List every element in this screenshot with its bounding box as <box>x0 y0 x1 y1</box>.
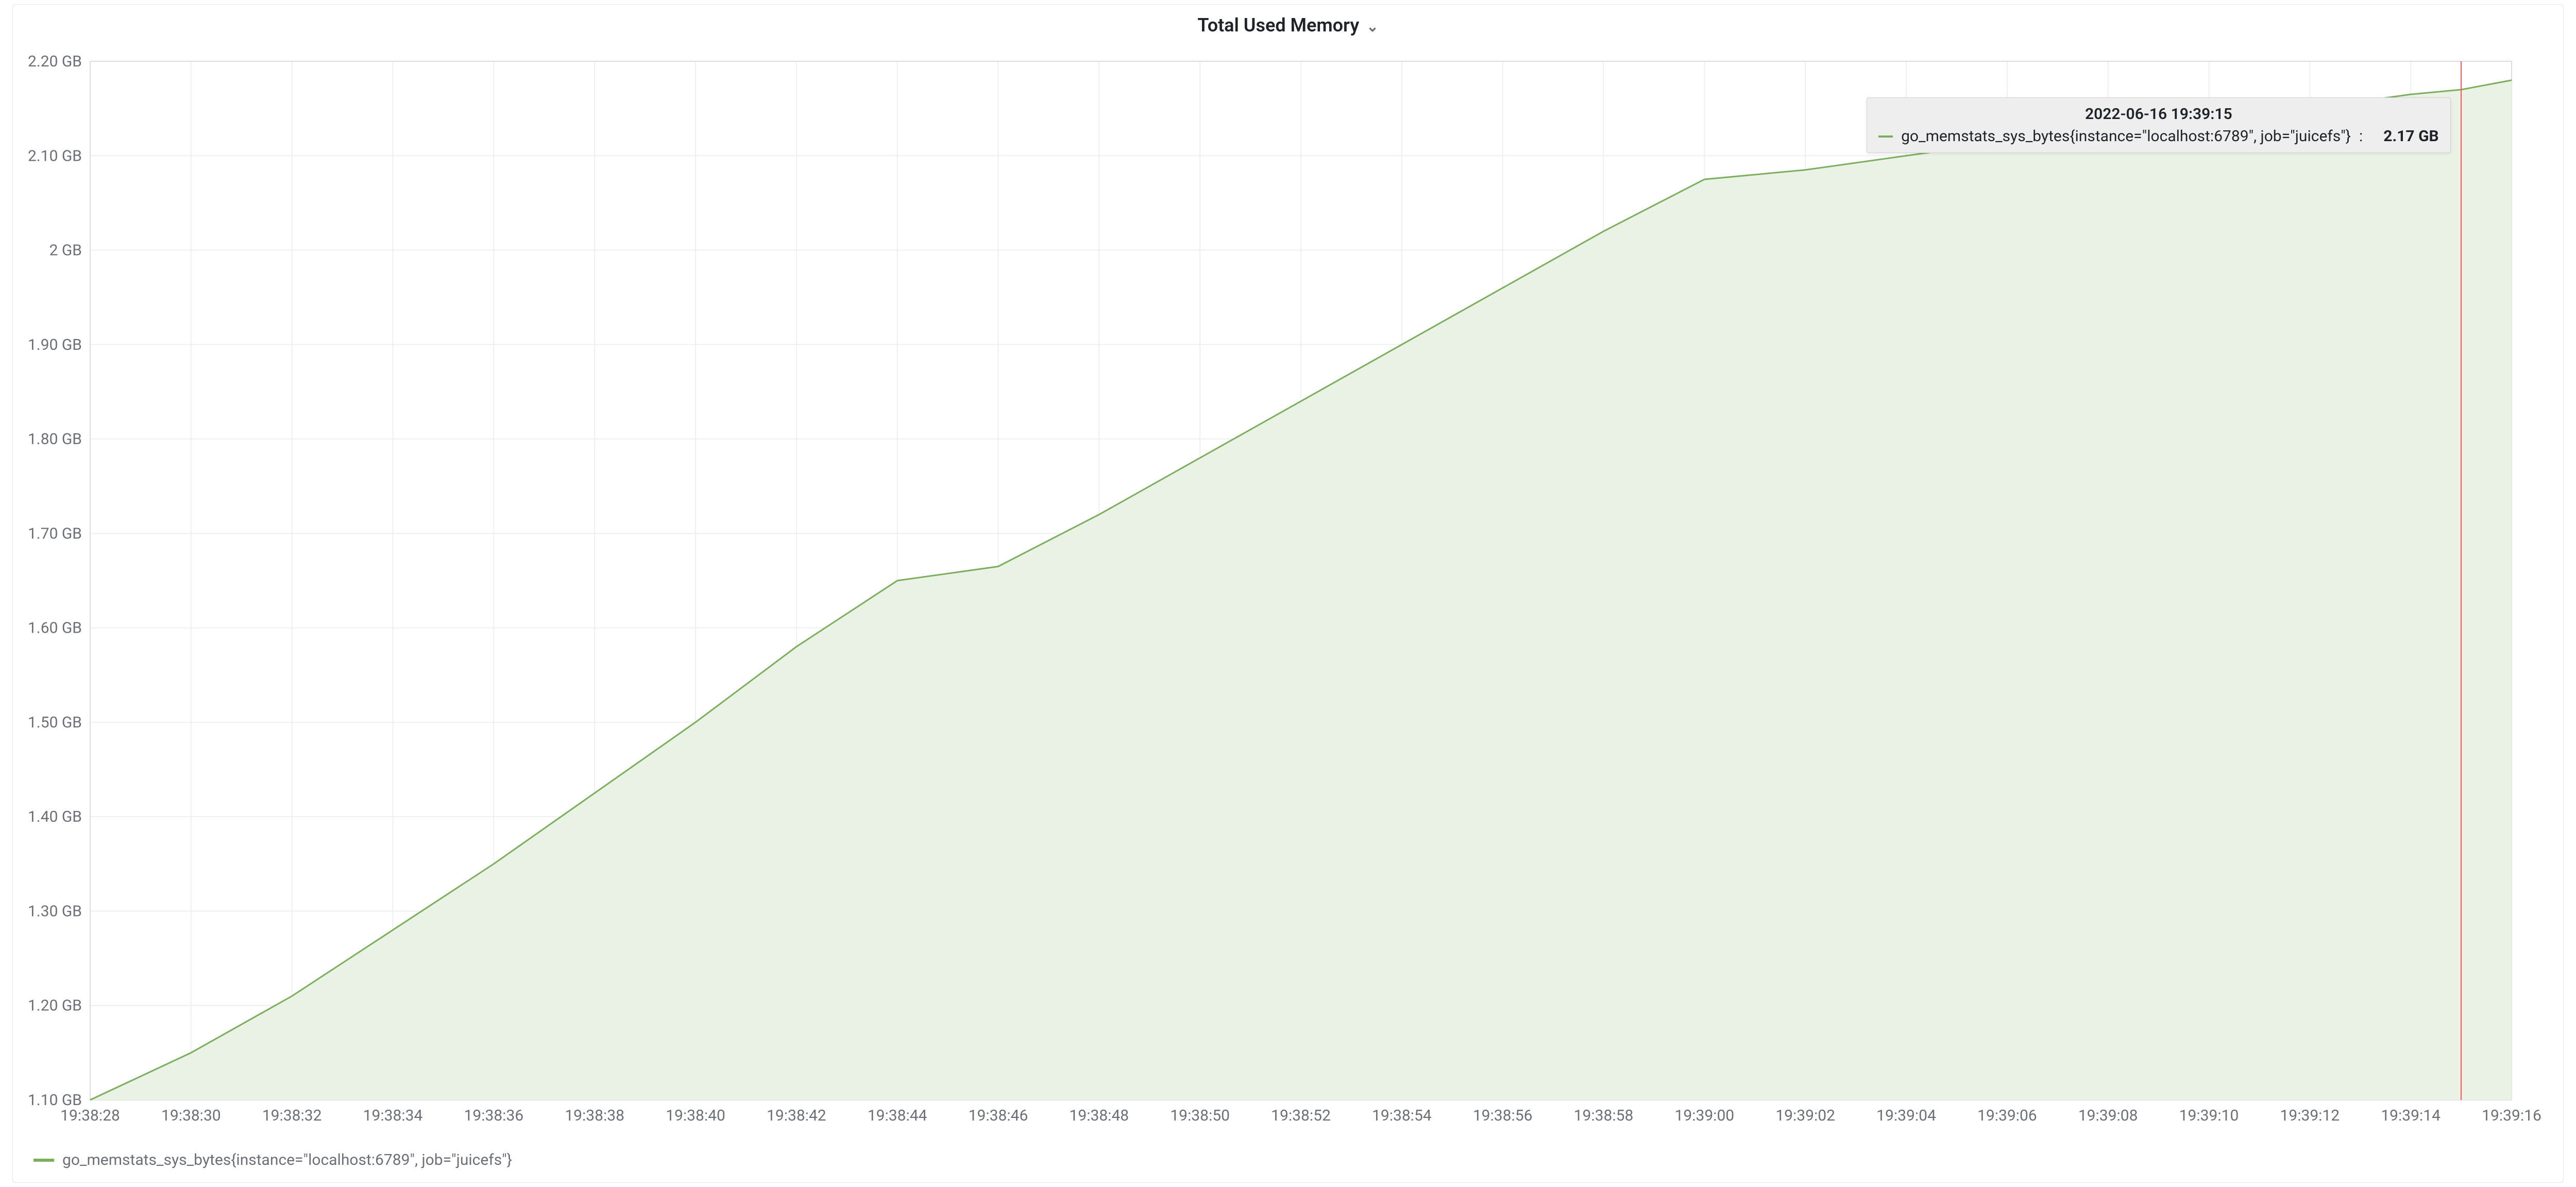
svg-text:1.90 GB: 1.90 GB <box>28 336 82 354</box>
svg-text:19:39:04: 19:39:04 <box>1876 1107 1936 1125</box>
svg-text:19:38:52: 19:38:52 <box>1271 1107 1331 1125</box>
svg-text:19:38:58: 19:38:58 <box>1574 1107 1634 1125</box>
svg-text:19:38:32: 19:38:32 <box>262 1107 322 1125</box>
legend-item[interactable]: go_memstats_sys_bytes{instance="localhos… <box>33 1151 512 1169</box>
svg-text:2.10 GB: 2.10 GB <box>28 147 82 165</box>
legend-swatch <box>33 1159 54 1162</box>
svg-text:1.50 GB: 1.50 GB <box>28 714 82 732</box>
legend-label: go_memstats_sys_bytes{instance="localhos… <box>62 1151 512 1169</box>
svg-text:19:39:08: 19:39:08 <box>2078 1107 2138 1125</box>
svg-text:19:38:54: 19:38:54 <box>1372 1107 1432 1125</box>
chart-area[interactable]: 1.10 GB1.20 GB1.30 GB1.40 GB1.50 GB1.60 … <box>13 51 2563 1136</box>
svg-text:1.70 GB: 1.70 GB <box>28 524 82 542</box>
svg-text:19:38:28: 19:38:28 <box>60 1107 120 1125</box>
hover-tooltip: 2022-06-16 19:39:15 go_memstats_sys_byte… <box>1867 97 2451 153</box>
svg-text:19:38:30: 19:38:30 <box>161 1107 221 1125</box>
svg-text:1.80 GB: 1.80 GB <box>28 430 82 448</box>
chevron-down-icon: ⌄ <box>1366 18 1378 35</box>
time-series-chart[interactable]: 1.10 GB1.20 GB1.30 GB1.40 GB1.50 GB1.60 … <box>13 51 2563 1136</box>
svg-text:19:39:06: 19:39:06 <box>1977 1107 2037 1125</box>
svg-text:2 GB: 2 GB <box>49 242 82 260</box>
svg-text:19:38:48: 19:38:48 <box>1069 1107 1129 1125</box>
svg-text:1.40 GB: 1.40 GB <box>28 808 82 826</box>
svg-text:1.20 GB: 1.20 GB <box>28 997 82 1015</box>
tooltip-value: 2.17 GB <box>2383 127 2438 145</box>
panel-title-bar[interactable]: Total Used Memory ⌄ <box>13 5 2563 46</box>
svg-text:1.30 GB: 1.30 GB <box>28 902 82 920</box>
tooltip-series-name: go_memstats_sys_bytes{instance="localhos… <box>1901 127 2351 145</box>
svg-text:1.60 GB: 1.60 GB <box>28 619 82 637</box>
panel-title: Total Used Memory <box>1197 14 1359 36</box>
svg-text:19:38:40: 19:38:40 <box>666 1107 725 1125</box>
svg-text:19:39:00: 19:39:00 <box>1674 1107 1734 1125</box>
svg-text:19:39:14: 19:39:14 <box>2381 1107 2441 1125</box>
svg-text:19:38:46: 19:38:46 <box>969 1107 1028 1125</box>
tooltip-timestamp: 2022-06-16 19:39:15 <box>1878 105 2439 123</box>
svg-text:19:39:02: 19:39:02 <box>1775 1107 1835 1125</box>
svg-text:19:38:38: 19:38:38 <box>565 1107 624 1125</box>
svg-text:2.20 GB: 2.20 GB <box>28 53 82 71</box>
svg-text:19:38:42: 19:38:42 <box>767 1107 826 1125</box>
svg-text:19:38:56: 19:38:56 <box>1473 1107 1533 1125</box>
svg-text:19:38:34: 19:38:34 <box>363 1107 423 1125</box>
svg-text:19:38:50: 19:38:50 <box>1170 1107 1230 1125</box>
svg-text:19:39:10: 19:39:10 <box>2179 1107 2239 1125</box>
svg-text:19:38:36: 19:38:36 <box>464 1107 523 1125</box>
chart-panel: Total Used Memory ⌄ 1.10 GB1.20 GB1.30 G… <box>12 4 2564 1183</box>
svg-text:19:39:16: 19:39:16 <box>2482 1107 2541 1125</box>
svg-text:19:39:12: 19:39:12 <box>2280 1107 2340 1125</box>
tooltip-series-swatch <box>1878 135 1893 138</box>
svg-text:19:38:44: 19:38:44 <box>868 1107 927 1125</box>
